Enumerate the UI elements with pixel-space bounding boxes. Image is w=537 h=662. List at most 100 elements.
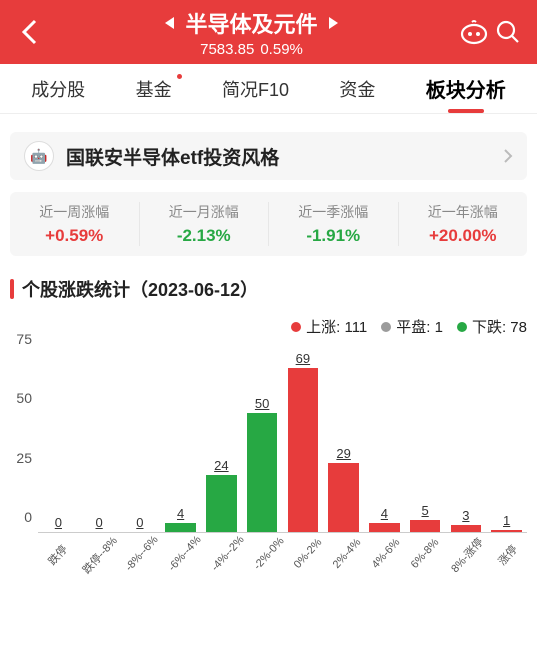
bar-value: 29 [336,446,350,461]
y-tick: 25 [16,450,32,466]
bar-value: 1 [503,513,510,528]
bar-value: 3 [462,508,469,523]
x-label: 跌停 [39,535,77,575]
header-center: 半导体及元件 7583.85 0.59% [46,7,457,58]
y-tick: 50 [16,390,32,406]
bar-value: 69 [296,351,310,366]
stat-label: 近一月涨幅 [140,202,269,222]
bar-column: 24 [201,458,242,532]
stat-label: 近一年涨幅 [399,202,528,222]
x-label: -4%--2% [209,534,250,577]
accent-bar [10,279,14,299]
promo-text: 国联安半导体etf投资风格 [66,143,503,170]
legend-dot [291,322,301,332]
bar-rect [206,475,237,532]
section-title-text: 个股涨跌统计（2023-06-12） [22,276,258,302]
back-button[interactable] [12,19,46,45]
tab-成分股[interactable]: 成分股 [27,76,89,102]
bar-column: 1 [486,513,527,532]
robot-icon: 🤖 [24,141,54,171]
chart-legend: 上涨: 111 平盘: 1 下跌: 78 [10,316,527,337]
bar-rect [491,530,522,532]
stat-item: 近一周涨幅 +0.59% [10,202,140,246]
legend-item: 下跌: 78 [457,316,527,337]
legend-item: 上涨: 111 [291,316,367,337]
bar-rect [288,368,319,532]
bar-column: 3 [446,508,487,532]
y-tick: 0 [24,509,32,525]
stat-value: +20.00% [399,226,528,246]
bar-rect [165,523,196,533]
x-label: -6%--4% [166,534,207,577]
bar-column: 0 [38,515,79,532]
x-label: -8%--6% [123,534,164,577]
bar-rect [451,525,482,532]
bar-value: 5 [422,503,429,518]
bar-value: 0 [55,515,62,530]
bar-value: 50 [255,396,269,411]
bar-value: 24 [214,458,228,473]
bar-column: 0 [79,515,120,532]
tabs: 成分股 基金 简况F10 资金 板块分析 [0,64,537,114]
x-label: 6%-8% [408,535,446,575]
legend-dot [457,322,467,332]
bar-column: 5 [405,503,446,532]
next-arrow-icon[interactable] [328,16,340,30]
x-label: 涨停 [488,535,526,575]
robot-button[interactable] [457,19,491,45]
bar-column: 4 [160,506,201,533]
x-axis-labels: 跌停跌停--8%-8%--6%-6%--4%-4%--2%-2%-0%0%-2%… [38,537,527,563]
bar-column: 0 [120,515,161,532]
bar-column: 69 [283,351,324,532]
search-button[interactable] [491,19,525,45]
bar-value: 0 [96,515,103,530]
bar-value: 4 [177,506,184,521]
stat-item: 近一月涨幅 -2.13% [140,202,270,246]
header-price: 7583.85 [200,41,254,58]
legend-text: 上涨: 111 [306,316,367,337]
x-label: 2%-4% [329,535,367,575]
tab-资金[interactable]: 资金 [335,76,379,102]
stat-value: +0.59% [10,226,139,246]
bar-rect [410,520,441,532]
header-subtitle: 7583.85 0.59% [200,41,303,58]
stat-item: 近一年涨幅 +20.00% [399,202,528,246]
stats-row: 近一周涨幅 +0.59%近一月涨幅 -2.13%近一季涨幅 -1.91%近一年涨幅 +2… [10,192,527,256]
x-label: 跌停--8% [79,533,121,577]
bar-rect [369,523,400,533]
legend-text: 平盘: 1 [396,316,443,337]
bar-column: 29 [323,446,364,532]
legend-dot [381,322,391,332]
stat-label: 近一周涨幅 [10,202,139,222]
app-header: 半导体及元件 7583.85 0.59% [0,0,537,64]
y-axis: 0255075 [10,343,38,533]
bar-chart: 0255075 0004245069294531 跌停跌停--8%-8%--6%… [10,343,527,583]
chevron-right-icon [503,148,513,164]
y-tick: 75 [16,331,32,347]
header-change: 0.59% [260,41,303,58]
tab-基金[interactable]: 基金 [132,76,176,102]
bar-value: 4 [381,506,388,521]
stat-item: 近一季涨幅 -1.91% [269,202,399,246]
tab-板块分析[interactable]: 板块分析 [422,74,510,103]
x-label: 4%-6% [369,535,407,575]
bar-column: 50 [242,396,283,532]
stat-value: -2.13% [140,226,269,246]
legend-text: 下跌: 78 [472,316,527,337]
bar-rect [247,413,278,532]
stat-label: 近一季涨幅 [269,202,398,222]
stat-value: -1.91% [269,226,398,246]
bar-rect [328,463,359,532]
bar-column: 4 [364,506,405,533]
bar-value: 0 [136,515,143,530]
x-label: -2%-0% [251,535,289,575]
prev-arrow-icon[interactable] [163,16,175,30]
section-title: 个股涨跌统计（2023-06-12） [10,276,527,302]
x-label: 0%-2% [290,535,328,575]
x-label: 8%-涨停 [447,534,487,576]
header-title: 半导体及元件 [185,7,317,39]
legend-item: 平盘: 1 [381,316,443,337]
plot-area: 0 0 0 4 24 50 69 29 4 5 3 1 [38,343,527,533]
tab-简况F10[interactable]: 简况F10 [218,76,293,102]
promo-banner[interactable]: 🤖 国联安半导体etf投资风格 [10,132,527,180]
